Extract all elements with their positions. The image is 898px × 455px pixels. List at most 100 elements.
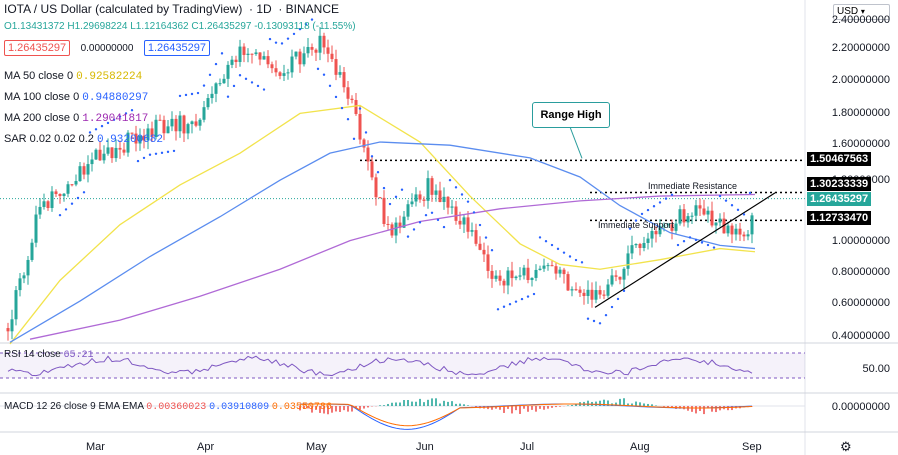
candle-body (642, 242, 646, 248)
bid-price[interactable]: 1.26435297 (4, 40, 71, 56)
last-price-tag[interactable]: 1.26435297 (807, 192, 872, 206)
candle-body (154, 119, 158, 137)
sar-dot (742, 213, 746, 216)
candle-body (554, 266, 558, 274)
candle-body (90, 159, 94, 165)
candle-body (482, 249, 486, 255)
sar-dot (418, 221, 422, 224)
sar-dot (520, 297, 524, 301)
x-tick-apr: Apr (197, 441, 215, 453)
immediate-support-label[interactable]: Immediate Support (598, 220, 675, 230)
sar-dot (280, 42, 284, 45)
sar-dot (88, 131, 92, 134)
candle-body (202, 107, 206, 120)
candle-body (442, 196, 446, 203)
range-high-price-tag[interactable]: 1.50467563 (807, 152, 872, 166)
immediate-resistance-label[interactable]: Immediate Resistance (648, 181, 738, 191)
candle-body (522, 267, 526, 276)
macd-histogram-bar (567, 405, 569, 406)
candle-body (462, 217, 466, 225)
sar-dot (196, 91, 200, 95)
ma200-value: 1.29041817 (82, 113, 149, 125)
candle-body (194, 121, 198, 126)
sar-dot (286, 37, 290, 40)
sar-legend[interactable]: SAR 0.02 0.02 0.2 0.93200682 (4, 133, 163, 147)
sar-dot (214, 62, 218, 66)
candle-body (362, 139, 366, 148)
currency-select[interactable]: USD ▾ (833, 4, 890, 20)
macd-histogram-bar (631, 403, 633, 406)
candle-body (10, 319, 14, 332)
range-high-callout[interactable]: Range High (532, 102, 610, 128)
sar-dot (412, 228, 416, 231)
sar-dot (160, 151, 164, 155)
candle-body (118, 147, 122, 150)
candle-body (726, 225, 730, 234)
macd-histogram-bar (443, 400, 445, 406)
ask-price[interactable]: 1.26435297 (143, 40, 210, 56)
macd-histogram-bar (555, 406, 557, 408)
candle-body (602, 294, 606, 296)
candle-body (266, 56, 270, 65)
macd-hist-value: 0.00360023 (146, 402, 207, 413)
macd-histogram-bar (439, 403, 441, 406)
candle-body (382, 197, 386, 224)
macd-histogram-bar (691, 406, 693, 412)
sar-dot (688, 236, 692, 239)
macd-histogram-bar (711, 406, 713, 412)
macd-histogram-bar (715, 406, 717, 413)
macd-histogram-bar (599, 400, 601, 406)
ma50-legend[interactable]: MA 50 close 0 0.92582224 (4, 70, 142, 84)
macd-histogram-bar (351, 406, 353, 412)
ma100-legend[interactable]: MA 100 close 0 0.94880297 (4, 91, 148, 105)
macd-histogram-bar (571, 405, 573, 406)
candle-body (506, 270, 510, 286)
sar-dot (478, 223, 482, 227)
y-tick: 0.80000000 (831, 266, 890, 278)
sar-dot (514, 300, 518, 303)
resistance-price-tag[interactable]: 1.30233339 (807, 177, 872, 191)
candle-body (514, 276, 518, 279)
candle-body (510, 270, 514, 279)
sar-dot (736, 208, 740, 212)
candle-body (278, 72, 282, 76)
candle-body (14, 290, 18, 320)
rsi-legend[interactable]: RSI 14 close 65.21 (4, 348, 94, 362)
macd-histogram-bar (431, 398, 433, 406)
candle-body (290, 56, 294, 73)
candle-body (650, 231, 654, 239)
macd-histogram-bar (643, 403, 645, 406)
macd-histogram-bar (619, 398, 621, 406)
candle-body (342, 72, 346, 88)
candle-body (74, 181, 78, 185)
candle-body (50, 191, 54, 208)
sar-dot (616, 297, 620, 301)
candle-body (598, 290, 602, 295)
macd-histogram-bar (603, 399, 605, 406)
candle-body (394, 222, 398, 236)
sar-dot (604, 313, 608, 317)
x-tick-sep: Sep (742, 441, 762, 453)
gear-icon[interactable]: ⚙ (840, 439, 852, 454)
macd-histogram-bar (559, 406, 561, 407)
candle-body (62, 193, 66, 197)
sar-dot (274, 41, 278, 44)
support-price-tag[interactable]: 1.12733470 (807, 211, 872, 225)
macd-histogram-bar (655, 405, 657, 406)
macd-legend[interactable]: MACD 12 26 close 9 EMA EMA 0.00360023 0.… (4, 400, 332, 414)
sar-dot (58, 213, 62, 217)
candle-body (270, 64, 274, 69)
macd-histogram-bar (463, 404, 465, 406)
candle-body (582, 292, 586, 296)
ma200-legend[interactable]: MA 200 close 0 1.29041817 (4, 112, 148, 126)
sar-dot (700, 241, 704, 244)
symbol-title[interactable]: IOTA / US Dollar (calculated by TradingV… (4, 2, 243, 16)
y-tick: 0.40000000 (831, 330, 890, 342)
interval-label[interactable]: 1D (256, 2, 272, 16)
macd-histogram-bar (307, 406, 309, 409)
candle-body (186, 124, 190, 134)
sar-dot (184, 93, 188, 97)
candle-body (214, 83, 218, 94)
